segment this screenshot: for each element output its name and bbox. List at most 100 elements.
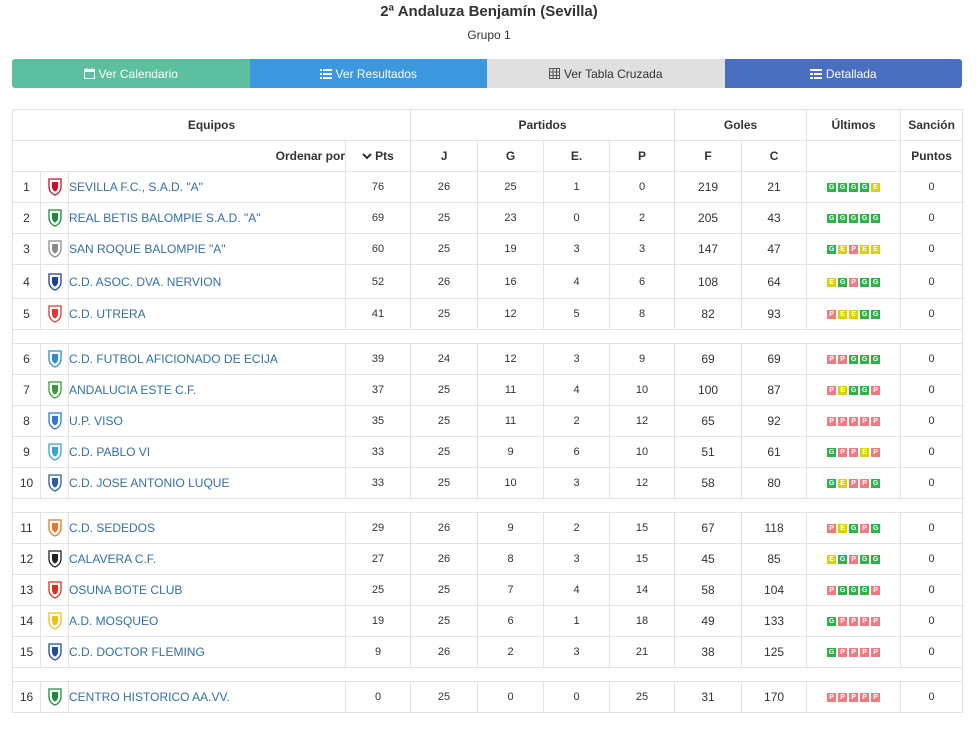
team-name-link[interactable]: C.D. PABLO VI xyxy=(68,436,346,468)
won-cell: 10 xyxy=(477,467,545,499)
result-badge: G xyxy=(849,355,859,365)
col-e[interactable]: E. xyxy=(543,140,611,172)
points-cell: 9 xyxy=(344,636,412,668)
header-matches: Partidos xyxy=(410,109,676,141)
result-badge: G xyxy=(827,214,837,224)
col-j[interactable]: J xyxy=(410,140,479,172)
result-badge: P xyxy=(871,417,881,427)
table-row: 5 C.D. UTRERA 41 25 12 5 8 82 93 P E E G G 0 xyxy=(12,298,964,330)
team-crest-icon xyxy=(47,688,62,706)
goals-for-cell: 31 xyxy=(674,681,743,713)
points-cell: 35 xyxy=(344,405,412,437)
result-badge: G xyxy=(871,355,881,365)
zone-separator-cell xyxy=(11,667,964,682)
played-cell: 25 xyxy=(410,298,479,330)
team-crest-cell xyxy=(40,436,69,468)
team-name-link[interactable]: C.D. FUTBOL AFICIONADO DE ECIJA xyxy=(68,343,346,375)
team-name-link[interactable]: OSUNA BOTE CLUB xyxy=(68,574,346,606)
sanction-points-cell: 0 xyxy=(900,233,964,265)
team-name-link[interactable]: SAN ROQUE BALOMPIE "A" xyxy=(68,233,346,265)
lost-cell: 15 xyxy=(609,543,676,575)
goals-for-cell: 219 xyxy=(674,171,743,203)
team-crest-icon xyxy=(47,272,62,291)
goals-for-cell: 67 xyxy=(674,512,743,544)
result-badge: P xyxy=(849,555,859,565)
played-cell: 26 xyxy=(410,512,479,544)
table-row: 13 OSUNA BOTE CLUB 25 25 7 4 14 58 104 P G G G P 0 xyxy=(12,574,964,606)
team-name-link[interactable]: CENTRO HISTORICO AA.VV. xyxy=(68,681,346,713)
drawn-cell: 3 xyxy=(543,543,611,575)
sanction-points-cell: 0 xyxy=(900,636,964,668)
position-cell: 10 xyxy=(12,467,41,499)
sort-by-pts[interactable]: Pts xyxy=(344,140,412,172)
team-name-link[interactable]: U.P. VISO xyxy=(68,405,346,437)
zone-separator xyxy=(11,667,964,682)
result-badge: G xyxy=(849,183,859,193)
result-badge: E xyxy=(860,245,870,255)
result-badge: G xyxy=(871,524,881,534)
tab-calendar[interactable]: Ver Calendario xyxy=(12,59,250,88)
team-name-link[interactable]: C.D. ASOC. DVA. NERVION xyxy=(68,264,346,299)
table-row: 9 C.D. PABLO VI 33 25 9 6 10 51 61 G P P E P 0 xyxy=(12,436,964,468)
won-cell: 2 xyxy=(477,636,545,668)
result-badge: P xyxy=(871,617,881,627)
result-badge: G xyxy=(838,277,848,287)
goals-for-cell: 58 xyxy=(674,574,743,606)
won-cell: 11 xyxy=(477,374,545,406)
col-c[interactable]: C xyxy=(741,140,808,172)
col-p[interactable]: P xyxy=(609,140,676,172)
won-cell: 25 xyxy=(477,171,545,203)
team-name-link[interactable]: REAL BETIS BALOMPIE S.A.D. "A" xyxy=(68,202,346,234)
result-badge: P xyxy=(838,417,848,427)
result-badge: G xyxy=(871,479,881,489)
col-g[interactable]: G xyxy=(477,140,545,172)
team-name-link[interactable]: CALAVERA C.F. xyxy=(68,543,346,575)
result-badge: E xyxy=(871,245,881,255)
won-cell: 11 xyxy=(477,405,545,437)
team-name-link[interactable]: ANDALUCIA ESTE C.F. xyxy=(68,374,346,406)
tab-cross-table[interactable]: Ver Tabla Cruzada xyxy=(487,59,725,88)
tab-results[interactable]: Ver Resultados xyxy=(249,59,487,88)
col-f[interactable]: F xyxy=(674,140,743,172)
lost-cell: 9 xyxy=(609,343,676,375)
team-name-link[interactable]: C.D. SEDEDOS xyxy=(68,512,346,544)
result-badge: P xyxy=(871,693,881,703)
team-name-link[interactable]: SEVILLA F.C., S.A.D. "A" xyxy=(68,171,346,203)
team-name-link[interactable]: A.D. MOSQUEO xyxy=(68,605,346,637)
team-name-link[interactable]: C.D. DOCTOR FLEMING xyxy=(68,636,346,668)
goals-against-cell: 21 xyxy=(741,171,808,203)
page-title: 2ª Andaluza Benjamín (Sevilla) xyxy=(380,3,598,20)
result-badge: G xyxy=(827,648,837,658)
table-row: 4 C.D. ASOC. DVA. NERVION 52 26 16 4 6 108 64 E G P… xyxy=(12,264,964,299)
team-crest-cell xyxy=(40,343,69,375)
drawn-cell: 5 xyxy=(543,298,611,330)
team-name-link[interactable]: C.D. JOSE ANTONIO LUQUE xyxy=(68,467,346,499)
goals-for-cell: 58 xyxy=(674,467,743,499)
result-badge: G xyxy=(838,586,848,596)
team-crest-icon xyxy=(47,350,62,368)
points-cell: 41 xyxy=(344,298,412,330)
table-row: 11 C.D. SEDEDOS 29 26 9 2 15 67 118 P E G P G 0 xyxy=(12,512,964,544)
position-cell: 6 xyxy=(12,343,41,375)
result-badge: G xyxy=(860,586,870,596)
team-name-link[interactable]: C.D. UTRERA xyxy=(68,298,346,330)
position-cell: 15 xyxy=(12,636,41,668)
lost-cell: 14 xyxy=(609,574,676,606)
team-crest-cell xyxy=(40,374,69,406)
team-crest-cell xyxy=(40,264,69,299)
sanction-points-cell: 0 xyxy=(900,681,964,713)
tab-detailed[interactable]: Detallada xyxy=(724,59,962,88)
drawn-cell: 1 xyxy=(543,605,611,637)
result-badge: E xyxy=(838,479,848,489)
goals-against-cell: 80 xyxy=(741,467,808,499)
result-badge: P xyxy=(849,617,859,627)
order-by-label: Ordenar por xyxy=(12,140,346,172)
team-crest-cell xyxy=(40,467,69,499)
result-badge: G xyxy=(860,277,870,287)
position-cell: 3 xyxy=(12,233,41,265)
position-cell: 7 xyxy=(12,374,41,406)
goals-against-cell: 85 xyxy=(741,543,808,575)
result-badge: E xyxy=(838,310,848,320)
